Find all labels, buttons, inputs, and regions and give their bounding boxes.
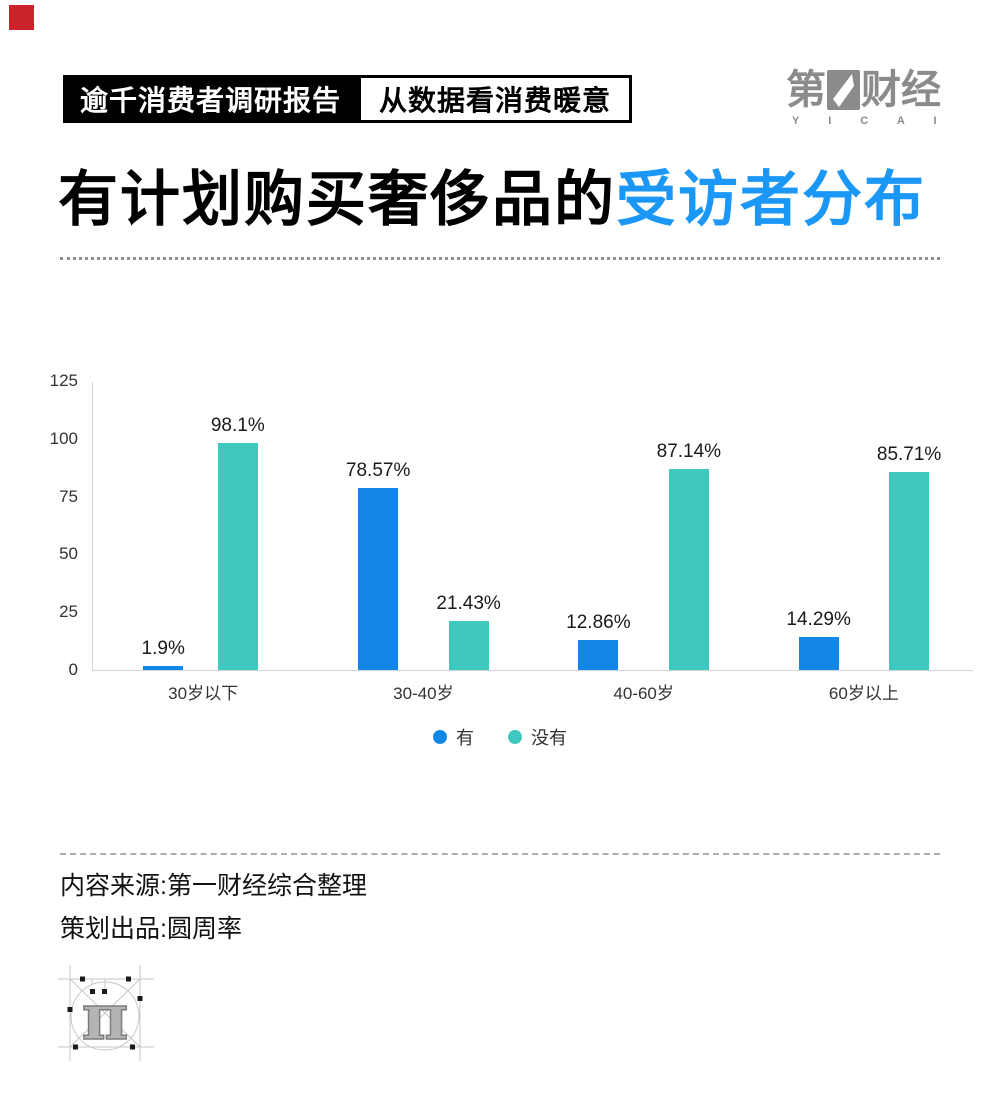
brand-latin: Y I C A I — [792, 115, 950, 127]
bar-group: 1.9% 98.1% 30岁以下 — [93, 382, 313, 703]
red-accent-square — [9, 5, 34, 30]
bar-value-label: 85.71% — [876, 443, 942, 465]
bar-没有 — [217, 443, 258, 670]
bar-有 — [143, 665, 184, 670]
y-tick-label: 25 — [59, 602, 78, 622]
bar-有 — [578, 640, 619, 670]
bar-value-label: 1.9% — [141, 637, 185, 659]
bar-value-label: 21.43% — [436, 592, 501, 614]
bar-with-label: 85.71% — [877, 444, 941, 670]
bar-with-label: 87.14% — [656, 440, 722, 670]
bar-with-label: 21.43% — [436, 592, 501, 670]
svg-text:π: π — [82, 980, 129, 1055]
y-tick-label: 0 — [68, 660, 78, 679]
bar-with-label: 98.1% — [211, 415, 265, 670]
badge-light: 从数据看消费暖意 — [358, 75, 633, 123]
category-label: 30-40岁 — [393, 684, 454, 703]
header-badges: 逾千消费者调研报告 从数据看消费暖意 — [63, 75, 633, 123]
category-label: 40-60岁 — [613, 684, 674, 703]
bar-group: 78.57% 21.43% 30-40岁 — [313, 382, 533, 703]
footer-separator-dashed — [60, 853, 940, 855]
bar-with-label: 1.9% — [142, 638, 185, 670]
page-title: 有计划购买奢侈品的受访者分布 — [58, 168, 926, 231]
bar-value-label: 14.29% — [786, 609, 851, 630]
bar-没有 — [668, 468, 709, 670]
bar-group: 14.29% 85.71% 60岁以上 — [754, 382, 974, 703]
bar-没有 — [889, 471, 930, 670]
page-title-highlight: 受访者分布 — [616, 166, 926, 233]
page-title-black: 有计划购买奢侈品的 — [58, 166, 616, 233]
bar-有 — [798, 637, 839, 670]
title-separator-dotted — [60, 257, 940, 260]
y-tick-label: 100 — [49, 428, 78, 448]
bar-没有 — [448, 620, 489, 670]
legend-dot-no-icon — [508, 730, 522, 744]
category-label: 30岁以下 — [168, 684, 239, 703]
y-tick-label: 50 — [59, 544, 78, 564]
legend-item-no: 没有 — [508, 724, 567, 750]
bar-value-label: 12.86% — [566, 612, 631, 634]
footer-source: 内容来源:第一财经综合整理 — [60, 872, 367, 900]
bar-value-label: 87.14% — [656, 440, 722, 462]
bar-value-label: 78.57% — [345, 460, 411, 482]
brand-suffix: 财经 — [861, 68, 941, 112]
yicai-logo-wordmark: 第 财经 — [786, 68, 950, 112]
chart-legend: 有 没有 — [60, 724, 940, 750]
bar-value-label: 98.1% — [210, 415, 265, 437]
y-tick-label: 75 — [59, 486, 78, 506]
brand-one-icon — [827, 70, 860, 110]
legend-label-yes: 有 — [456, 728, 474, 748]
legend-label-no: 没有 — [531, 728, 567, 748]
footer-producer: 策划出品:圆周率 — [60, 915, 242, 943]
pi-logo: π — [58, 965, 154, 1061]
category-label: 60岁以上 — [828, 684, 899, 703]
bar-with-label: 12.86% — [566, 612, 631, 670]
brand-prefix: 第 — [786, 68, 826, 112]
legend-item-yes: 有 — [433, 724, 474, 750]
badge-dark: 逾千消费者调研报告 — [63, 75, 359, 123]
legend-dot-yes-icon — [433, 730, 447, 744]
y-tick-label: 125 — [49, 371, 78, 390]
bar-with-label: 14.29% — [786, 609, 851, 670]
yicai-logo: 第 财经 Y I C A I — [786, 68, 950, 127]
bar-group: 12.86% 87.14% 40-60岁 — [534, 382, 754, 704]
bar-with-label: 78.57% — [346, 460, 410, 670]
plot-area: 0 25 50 75 100 125 1.9% 98.1% 30岁以下 78.57% 21.43% 3… — [50, 371, 974, 704]
bar-有 — [358, 488, 399, 670]
